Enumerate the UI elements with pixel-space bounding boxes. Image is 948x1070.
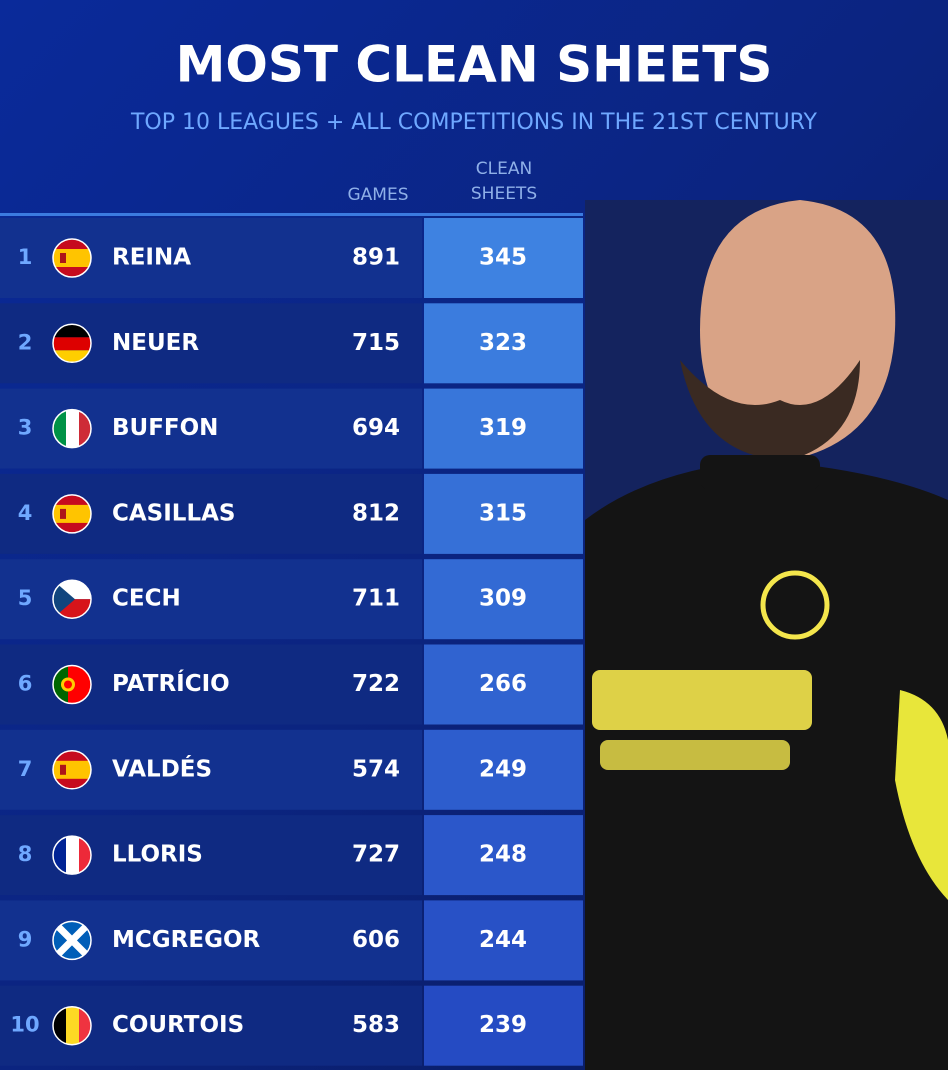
- clean-sheets: 266: [479, 671, 527, 697]
- flag-ring: [52, 408, 92, 449]
- highlight-cell: [424, 644, 583, 725]
- player-name: MCGREGOR: [112, 927, 260, 953]
- rank: 3: [18, 416, 33, 440]
- player-name: CECH: [112, 586, 181, 612]
- flag-ring: [52, 920, 92, 961]
- games: 606: [352, 927, 400, 953]
- table: 1 REINA 891 345 2 NEUER 715 323 3 BUFFON 694 319 4 CA…: [0, 213, 583, 1066]
- flag-ring: [52, 1005, 92, 1046]
- column-header: GAMES: [347, 185, 408, 205]
- player-name: LLORIS: [112, 842, 203, 868]
- games: 715: [352, 330, 400, 356]
- clean-sheets: 309: [479, 586, 527, 612]
- rank: 7: [18, 757, 33, 781]
- player-name: PATRÍCIO: [112, 669, 230, 697]
- flag-ring: [52, 238, 92, 278]
- clean-sheets: 323: [479, 330, 527, 356]
- highlight-cell: [424, 388, 583, 469]
- games: 722: [352, 671, 400, 697]
- highlight-cell: [424, 473, 583, 554]
- games: 711: [352, 586, 400, 612]
- rank: 4: [18, 501, 33, 525]
- flag-ring: [52, 579, 92, 619]
- games: 812: [352, 500, 400, 526]
- clean-sheets: 345: [479, 245, 527, 271]
- flag-ring: [52, 664, 92, 705]
- rank: 6: [18, 672, 33, 696]
- highlight-cell: [424, 303, 583, 384]
- rank: 5: [18, 586, 33, 610]
- highlight-cell: [424, 900, 583, 981]
- rank: 10: [10, 1013, 39, 1037]
- clean-sheets: 248: [479, 842, 527, 868]
- highlight-cell: [424, 815, 583, 896]
- player-name: BUFFON: [112, 415, 218, 441]
- player-name: VALDÉS: [112, 754, 212, 782]
- rank: 1: [18, 245, 33, 269]
- clean-sheets: 244: [479, 927, 527, 953]
- player-name: COURTOIS: [112, 1012, 244, 1038]
- flag-ring: [52, 835, 92, 875]
- title: MOST CLEAN SHEETS: [176, 36, 773, 94]
- clean-sheets: 319: [479, 415, 527, 441]
- flag-ring: [52, 494, 92, 534]
- rank: 2: [18, 330, 33, 354]
- player-name: CASILLAS: [112, 500, 235, 526]
- rank: 8: [18, 842, 33, 866]
- clean-sheets: 249: [479, 756, 527, 782]
- games: 727: [352, 842, 400, 868]
- games: 574: [352, 756, 400, 782]
- highlight-cell: [424, 985, 583, 1066]
- highlight-cell: [424, 729, 583, 810]
- table-top-line: [0, 213, 583, 216]
- games: 583: [352, 1012, 400, 1038]
- games: 694: [352, 415, 400, 441]
- highlight-cell: [424, 218, 583, 298]
- player-name: REINA: [112, 245, 191, 271]
- photo: [585, 200, 948, 1070]
- flag-ring: [52, 323, 92, 364]
- clean-sheets: 239: [479, 1012, 527, 1038]
- column-header: CLEAN SHEETS: [471, 159, 537, 204]
- rank: 9: [18, 927, 33, 951]
- games: 891: [352, 245, 400, 271]
- subtitle: TOP 10 LEAGUES + ALL COMPETITIONS IN THE…: [130, 110, 818, 135]
- flag-ring: [52, 750, 92, 790]
- highlight-cell: [424, 559, 583, 640]
- player-name: NEUER: [112, 330, 199, 356]
- clean-sheets: 315: [479, 500, 527, 526]
